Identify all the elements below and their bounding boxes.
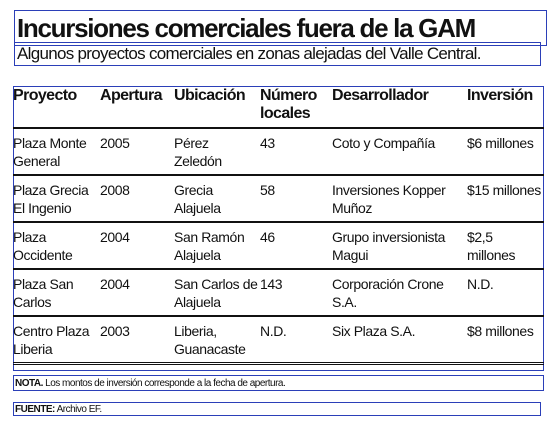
table-cell: Plaza Grecia El Ingenio	[13, 175, 100, 223]
table-cell: Centro Plaza Liberia	[13, 316, 100, 365]
table-cell: Grecia Alajuela	[174, 175, 260, 223]
column-header: Número locales	[260, 86, 332, 129]
table-cell: Plaza Occidente	[13, 222, 100, 270]
footnote-label: NOTA.	[15, 378, 43, 389]
table-cell: 2008	[100, 175, 174, 223]
table-cell: 2004	[100, 269, 174, 317]
column-header: Inversión	[467, 86, 544, 129]
table-cell: 58	[260, 175, 332, 223]
table-row: Plaza Grecia El Ingenio 2008 Grecia Alaj…	[13, 175, 544, 223]
table-cell: San Ramón Alajuela	[174, 222, 260, 270]
column-header: Apertura	[100, 86, 174, 129]
table-cell: $2,5 millones	[467, 222, 544, 270]
table-cell: Coto y Compañía	[332, 128, 467, 176]
source-note: FUENTE: Archivo EF.	[13, 402, 541, 416]
table-cell: 2004	[100, 222, 174, 270]
table-cell: 46	[260, 222, 332, 270]
column-header: Proyecto	[13, 86, 100, 129]
table-cell: $6 millones	[467, 128, 544, 176]
table-row: Centro Plaza Liberia 2003 Liberia, Guana…	[13, 316, 544, 365]
table-header-row: Proyecto Apertura Ubicación Número local…	[13, 86, 544, 129]
table-row: Plaza Monte General 2005 Pérez Zeledón 4…	[13, 128, 544, 176]
table-cell: N.D.	[467, 269, 544, 317]
projects-table: Proyecto Apertura Ubicación Número local…	[13, 86, 544, 365]
footnote: NOTA. Los montos de inversión correspond…	[13, 375, 544, 391]
table-cell: N.D.	[260, 316, 332, 365]
footnote-text: Los montos de inversión corresponde a la…	[45, 378, 286, 389]
table-cell: $8 millones	[467, 316, 544, 365]
page-subtitle: Algunos proyectos comerciales en zonas a…	[14, 42, 541, 66]
table-cell: 2003	[100, 316, 174, 365]
column-header: Ubicación	[174, 86, 260, 129]
table-cell: Pérez Zeledón	[174, 128, 260, 176]
table-cell: Liberia, Guanacaste	[174, 316, 260, 365]
table-cell: Plaza San Carlos	[13, 269, 100, 317]
table-cell: Grupo inversionista Magui	[332, 222, 467, 270]
source-text: Archivo EF.	[56, 404, 103, 415]
column-header: Desarrollador	[332, 86, 467, 129]
table-row: Plaza Occidente 2004 San Ramón Alajuela …	[13, 222, 544, 270]
table-cell: 2005	[100, 128, 174, 176]
table-cell: Corporación Crone S.A.	[332, 269, 467, 317]
table-cell: $15 millones	[467, 175, 544, 223]
table-cell: Six Plaza S.A.	[332, 316, 467, 365]
source-label: FUENTE:	[15, 404, 55, 415]
table-cell: Plaza Monte General	[13, 128, 100, 176]
table-row: Plaza San Carlos 2004 San Carlos de Alaj…	[13, 269, 544, 317]
table-cell: 43	[260, 128, 332, 176]
table-cell: San Carlos de Alajuela	[174, 269, 260, 317]
table-cell: Inversiones Kopper Muñoz	[332, 175, 467, 223]
table-cell: 143	[260, 269, 332, 317]
page-title: Incursiones comerciales fuera de la GAM	[14, 10, 547, 46]
